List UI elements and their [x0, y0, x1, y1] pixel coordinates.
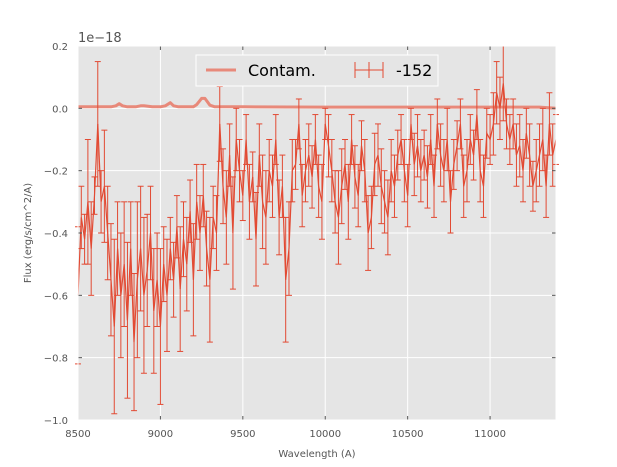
- contam-line: [78, 96, 557, 110]
- x-tick-label: 9000: [148, 429, 173, 440]
- x-tick-label: 8500: [65, 429, 90, 440]
- contam-series: [78, 96, 557, 110]
- y-tick-label: 0.0: [52, 104, 68, 115]
- legend: Contam. -152: [195, 54, 439, 87]
- y-tick-label: −0.8: [44, 354, 68, 365]
- y-axis-label: Flux (erg/s/cm^2/A): [23, 183, 34, 283]
- y-tick-label: 0.2: [52, 42, 68, 53]
- x-tick-label: 11000: [474, 429, 506, 440]
- y-tick-label: −1.0: [44, 416, 68, 427]
- errorbar-series: [75, 45, 559, 415]
- y-tick-label: −0.2: [44, 167, 68, 178]
- x-tick-label: 9500: [230, 429, 255, 440]
- x-tick-label: 10500: [392, 429, 424, 440]
- legend-contam-label: Contam.: [248, 61, 316, 80]
- x-axis-label: Wavelength (A): [278, 449, 355, 460]
- plot-frame: [77, 45, 557, 421]
- y-offset-label: 1e−18: [78, 31, 122, 46]
- y-tick-label: −0.6: [44, 291, 68, 302]
- y-tick-label: −0.4: [44, 229, 68, 240]
- data-line: [77, 83, 557, 343]
- legend-errorbar-label: -152: [396, 61, 432, 80]
- legend-box: [195, 54, 439, 87]
- legend-errorbar-swatch: [354, 62, 384, 78]
- x-tick-label: 10000: [309, 429, 341, 440]
